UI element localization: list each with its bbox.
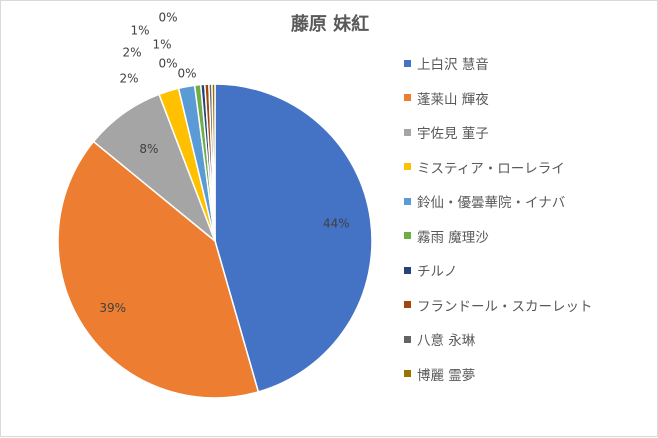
data-label: 2% [122,46,141,60]
legend-swatch [404,94,411,101]
legend-swatch [404,266,411,274]
legend-item: 鈴仙・優曇華院・イナバ [404,191,565,211]
data-label: 0% [177,67,196,81]
legend-swatch [404,59,411,67]
legend-label: 霧雨 魔理沙 [417,229,489,246]
legend-swatch [404,370,411,377]
data-label: 0% [158,11,177,25]
data-label: 44% [323,216,350,230]
legend-swatch [404,128,411,136]
chart-title: 藤原 妹紅 [290,14,370,35]
legend-label: チルノ [417,264,458,280]
legend-swatch [404,232,411,239]
legend-item: フランドール・スカーレット [404,295,593,315]
legend-label: 宇佐見 菫子 [417,126,489,142]
legend-item: 宇佐見 菫子 [404,122,489,142]
legend-label: 鈴仙・優曇華院・イナバ [417,195,566,211]
legend-item: ミスティア・ローレライ [404,157,565,177]
legend-label: 博麗 霊夢 [417,367,476,384]
legend-label: 上白沢 慧音 [417,57,489,73]
legend-label: ミスティア・ローレライ [417,160,565,177]
legend-label: フランドール・スカーレット [417,298,593,315]
legend-swatch [404,197,411,205]
data-label: 2% [119,72,138,86]
data-label: 39% [99,301,126,315]
data-label: 1% [152,38,171,52]
legend-label: 八意 永琳 [417,333,476,349]
pie-slice [57,140,260,399]
pie-slice [214,83,373,393]
pie-slice [211,83,216,242]
data-label: 1% [130,24,149,38]
data-label: 8% [139,142,158,156]
legend-swatch [404,301,411,308]
legend-item: 霧雨 魔理沙 [404,226,489,246]
legend-item: 博麗 霊夢 [404,364,475,384]
legend-item: チルノ [404,260,458,280]
legend-swatch [404,335,411,343]
legend-label: 蓬莱山 輝夜 [417,91,489,108]
legend-item: 上白沢 慧音 [404,53,489,73]
legend-swatch [404,163,411,170]
data-label: 0% [158,57,177,71]
legend-item: 八意 永琳 [404,329,475,349]
legend-item: 蓬莱山 輝夜 [404,88,489,108]
